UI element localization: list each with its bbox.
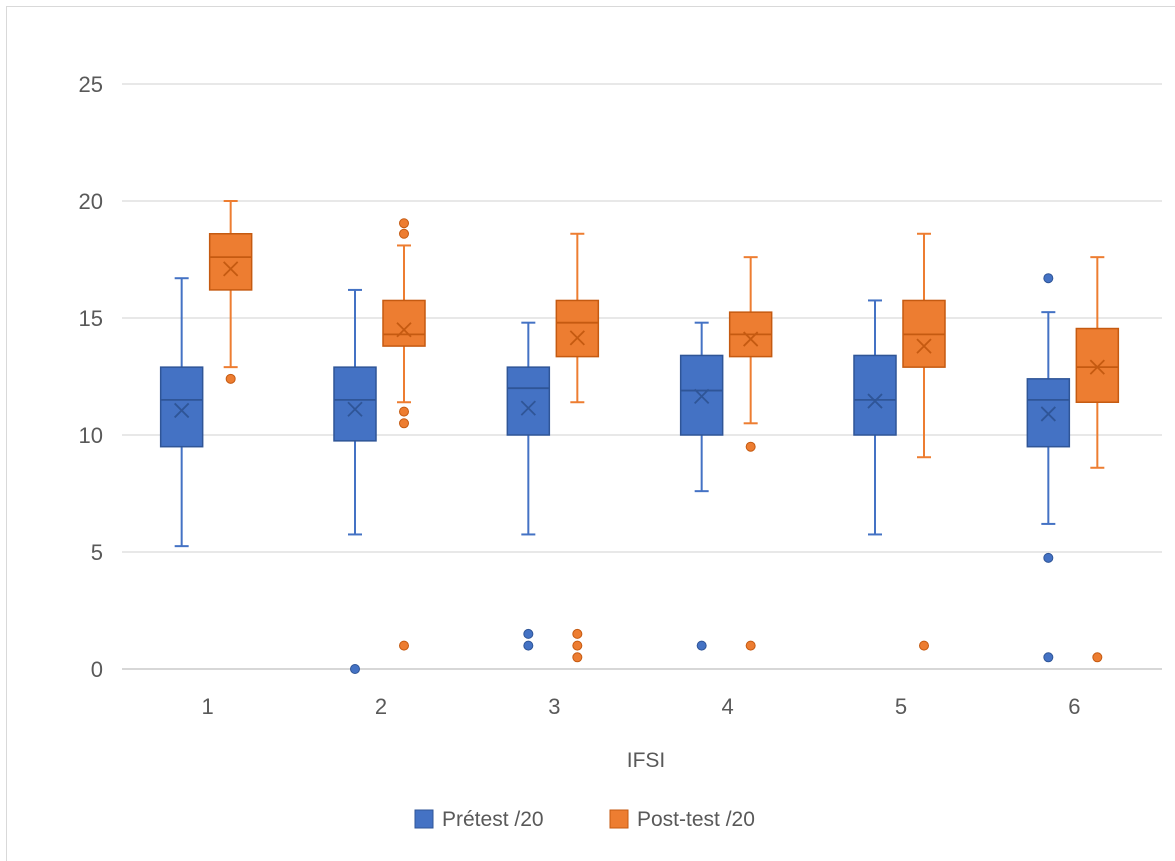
x-tick-label: 3 — [548, 694, 560, 719]
box-posttest-6 — [1075, 256, 1120, 663]
outlier-point — [572, 652, 583, 663]
box-iqr — [208, 233, 253, 291]
mean-marker — [1089, 359, 1105, 375]
legend-swatch — [414, 809, 434, 829]
outlier-point — [696, 640, 707, 651]
box-posttest-3 — [555, 232, 600, 663]
y-tick-label: 0 — [91, 657, 103, 682]
outlier-point — [1043, 652, 1054, 663]
outlier-point — [399, 228, 409, 239]
box-series — [159, 200, 1120, 674]
box-pretest-1 — [159, 277, 204, 548]
outlier-point — [1043, 552, 1054, 563]
mean-marker — [396, 322, 412, 338]
box-iqr — [853, 354, 897, 436]
legend-label: Prétest /20 — [442, 808, 544, 831]
mean-marker — [1040, 406, 1056, 422]
x-tick-label: 6 — [1068, 694, 1080, 719]
box-posttest-2 — [382, 218, 426, 651]
box-posttest-5 — [902, 232, 946, 651]
outlier-point — [919, 640, 929, 651]
outlier-point — [399, 218, 409, 229]
mean-marker — [347, 401, 363, 417]
legend-label: Post-test /20 — [637, 808, 755, 831]
y-tick-label: 20 — [79, 189, 103, 214]
outlier-point — [572, 640, 583, 651]
chart-frame — [6, 6, 1175, 861]
box-pretest-3 — [506, 321, 551, 651]
box-pretest-4 — [679, 321, 724, 651]
box-iqr — [159, 366, 204, 448]
mean-marker — [174, 402, 190, 419]
legend: Prétest /20 Post-test /20 — [414, 808, 755, 831]
x-tick-label: 1 — [202, 694, 214, 719]
outlier-point — [225, 373, 236, 384]
y-tick-label: 15 — [79, 306, 103, 331]
y-tick-label: 10 — [79, 423, 103, 448]
outlier-point — [572, 628, 583, 639]
outlier-point — [523, 628, 534, 639]
box-iqr — [506, 366, 551, 436]
outlier-point — [745, 441, 756, 452]
outlier-point — [399, 640, 409, 651]
x-tick-label: 5 — [895, 694, 907, 719]
outlier-point — [1092, 652, 1103, 663]
box-pretest-5 — [853, 299, 897, 536]
outlier-point — [350, 664, 360, 674]
mean-marker — [916, 338, 932, 354]
box-pretest-2 — [333, 288, 377, 674]
mean-marker — [743, 331, 759, 347]
mean-marker — [569, 330, 585, 346]
mean-marker — [520, 400, 536, 416]
outlier-point — [1043, 273, 1054, 284]
box-posttest-4 — [728, 256, 773, 651]
outlier-point — [523, 640, 534, 651]
outlier-point — [399, 406, 409, 417]
x-tick-label: 4 — [722, 694, 734, 719]
mean-marker — [867, 393, 883, 409]
outlier-point — [399, 418, 409, 429]
y-tick-label: 5 — [91, 540, 103, 565]
box-pretest-6 — [1026, 273, 1071, 663]
y-axis-ticks: 0 5 10 15 20 25 — [79, 72, 103, 682]
box-iqr — [382, 299, 426, 347]
legend-swatch — [609, 809, 629, 829]
box-posttest-1 — [208, 200, 253, 384]
box-iqr — [1075, 327, 1120, 403]
x-axis-title: IFSI — [627, 749, 666, 772]
mean-marker — [223, 261, 239, 277]
x-axis-ticks: 1 2 3 4 5 6 — [202, 694, 1081, 719]
gridlines — [122, 83, 1162, 670]
outlier-point — [745, 640, 756, 651]
mean-marker — [694, 388, 710, 405]
box-iqr — [333, 366, 377, 442]
x-tick-label: 2 — [375, 694, 387, 719]
y-tick-label: 25 — [79, 72, 103, 97]
box-iqr — [555, 299, 600, 358]
